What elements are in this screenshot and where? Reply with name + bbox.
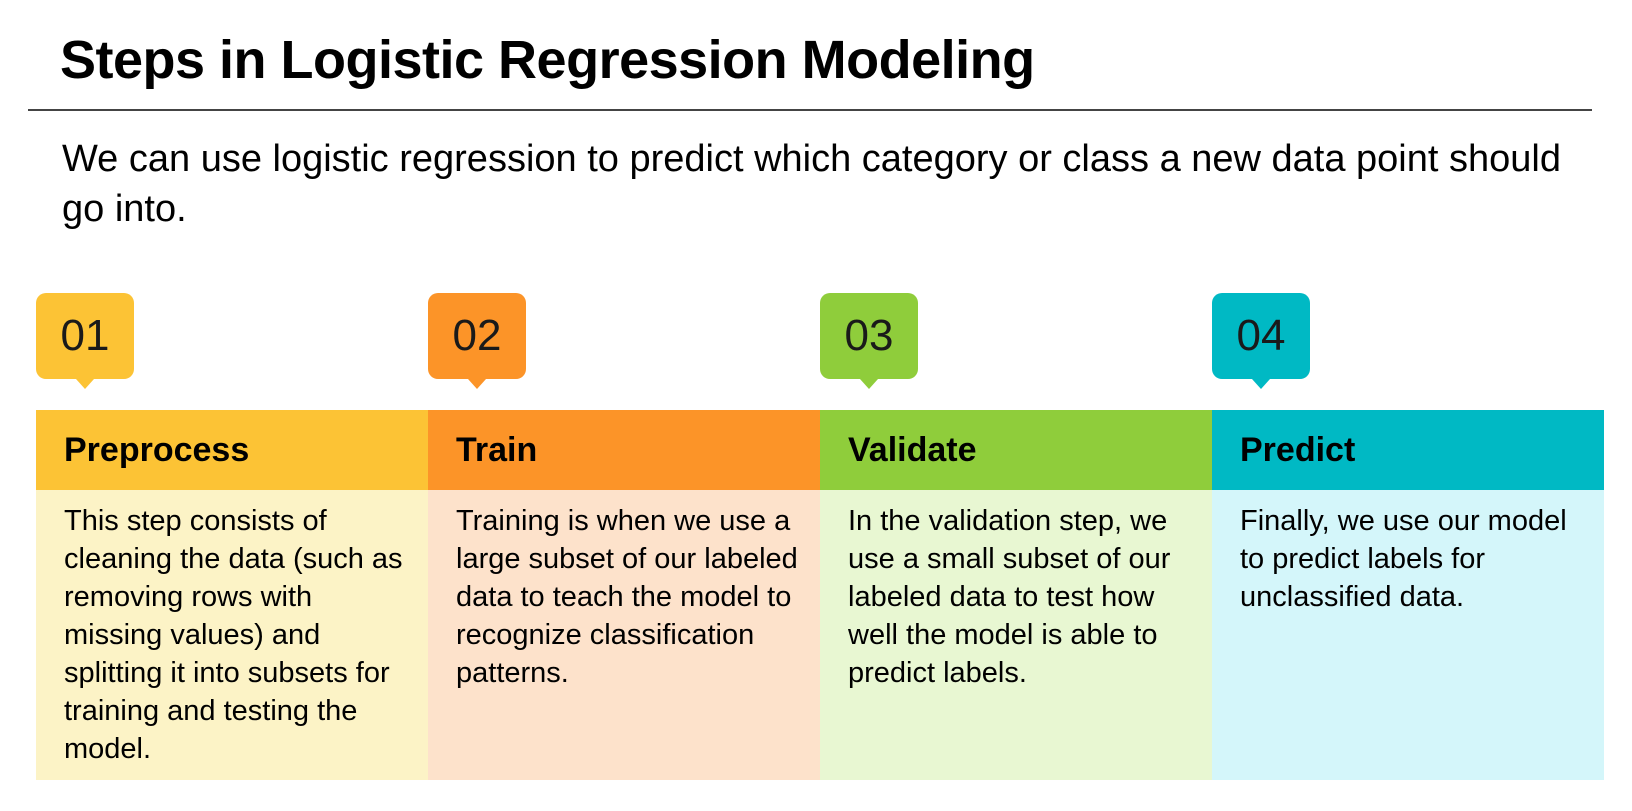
slide-title: Steps in Logistic Regression Modeling: [60, 30, 1035, 90]
step-4-header: Predict: [1212, 410, 1604, 490]
step-2-badge: 02: [428, 293, 526, 389]
step-2-description: Training is when we use a large subset o…: [428, 490, 820, 780]
step-1-badge: 01: [36, 293, 134, 389]
step-4-description: Finally, we use our model to predict lab…: [1212, 490, 1604, 780]
intro-text: We can use logistic regression to predic…: [62, 138, 1561, 230]
step-2-header: Train: [428, 410, 820, 490]
title-divider: [28, 109, 1592, 111]
step-1-header: Preprocess: [36, 410, 428, 490]
step-3-header: Validate: [820, 410, 1212, 490]
step-3-description: In the validation step, we use a small s…: [820, 490, 1212, 780]
step-4-badge: 04: [1212, 293, 1310, 389]
step-3-badge: 03: [820, 293, 918, 389]
step-1-description: This step consists of cleaning the data …: [36, 490, 428, 780]
